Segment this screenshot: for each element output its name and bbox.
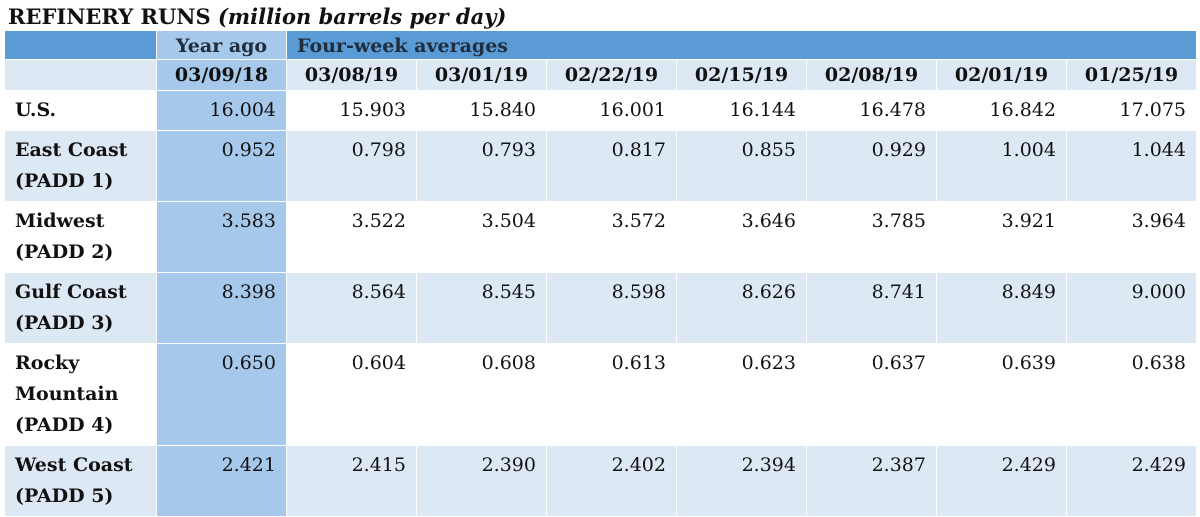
- header-date: 03/09/18: [156, 59, 287, 91]
- table-row: U.S. 16.004 15.903 15.840 16.001 16.144 16.478…: [4, 90, 1197, 131]
- value-cell: 17.075: [1066, 90, 1197, 131]
- value-cell: 8.564: [286, 272, 417, 344]
- value-cell: 2.429: [1066, 445, 1197, 517]
- value-cell: 2.394: [676, 445, 807, 517]
- year-ago-value: 0.650: [156, 343, 287, 446]
- value-cell: 1.004: [936, 130, 1067, 202]
- header-date: 02/08/19: [806, 59, 937, 91]
- row-label: West Coast (PADD 5): [4, 445, 157, 517]
- refinery-runs-table: Year ago Four-week averages 03/09/18 03/…: [4, 30, 1197, 517]
- table-row: East Coast (PADD 1) 0.952 0.798 0.793 0.817 0.…: [4, 130, 1197, 202]
- year-ago-value: 8.398: [156, 272, 287, 344]
- value-cell: 0.638: [1066, 343, 1197, 446]
- row-label-line: U.S.: [15, 99, 57, 121]
- header-date: 02/01/19: [936, 59, 1067, 91]
- year-ago-value: 16.004: [156, 90, 287, 131]
- row-label-line: West Coast: [15, 454, 133, 476]
- value-cell: 16.144: [676, 90, 807, 131]
- value-cell: 16.001: [546, 90, 677, 131]
- row-label-line: (PADD 3): [15, 312, 114, 334]
- header-date: 02/15/19: [676, 59, 807, 91]
- value-cell: 0.604: [286, 343, 417, 446]
- row-label-line: Rocky: [15, 352, 80, 374]
- header-date: 02/22/19: [546, 59, 677, 91]
- row-label-line: (PADD 2): [15, 241, 114, 263]
- value-cell: 8.545: [416, 272, 547, 344]
- header-date: 03/01/19: [416, 59, 547, 91]
- year-ago-value: 3.583: [156, 201, 287, 273]
- value-cell: 1.044: [1066, 130, 1197, 202]
- year-ago-value: 0.952: [156, 130, 287, 202]
- value-cell: 16.842: [936, 90, 1067, 131]
- value-cell: 15.840: [416, 90, 547, 131]
- value-cell: 0.608: [416, 343, 547, 446]
- row-label-line: Gulf Coast: [15, 281, 127, 303]
- table-row: Rocky Mountain (PADD 4) 0.650 0.604 0.608 0.61…: [4, 343, 1197, 446]
- row-label-line: (PADD 1): [15, 170, 114, 192]
- row-label: Rocky Mountain (PADD 4): [4, 343, 157, 446]
- header-date: 01/25/19: [1066, 59, 1197, 91]
- row-label-line: (PADD 5): [15, 485, 114, 507]
- header-date-corner: [4, 59, 157, 91]
- value-cell: 8.626: [676, 272, 807, 344]
- header-year-ago: Year ago: [156, 30, 287, 60]
- value-cell: 2.429: [936, 445, 1067, 517]
- value-cell: 0.793: [416, 130, 547, 202]
- header-row-groups: Year ago Four-week averages: [4, 30, 1197, 60]
- value-cell: 16.478: [806, 90, 937, 131]
- table-title: REFINERY RUNS (million barrels per day): [8, 4, 506, 29]
- value-cell: 8.598: [546, 272, 677, 344]
- value-cell: 2.415: [286, 445, 417, 517]
- value-cell: 2.387: [806, 445, 937, 517]
- row-label-line: East Coast: [15, 139, 128, 161]
- value-cell: 0.623: [676, 343, 807, 446]
- value-cell: 8.849: [936, 272, 1067, 344]
- value-cell: 2.402: [546, 445, 677, 517]
- header-date: 03/08/19: [286, 59, 417, 91]
- value-cell: 0.639: [936, 343, 1067, 446]
- row-label: Gulf Coast (PADD 3): [4, 272, 157, 344]
- value-cell: 0.929: [806, 130, 937, 202]
- header-row-dates: 03/09/18 03/08/19 03/01/19 02/22/19 02/1…: [4, 59, 1197, 91]
- value-cell: 0.798: [286, 130, 417, 202]
- header-four-week-averages: Four-week averages: [286, 30, 1197, 60]
- value-cell: 3.646: [676, 201, 807, 273]
- value-cell: 3.522: [286, 201, 417, 273]
- row-label-line: Midwest: [15, 210, 105, 232]
- row-label: East Coast (PADD 1): [4, 130, 157, 202]
- table-row: Midwest (PADD 2) 3.583 3.522 3.504 3.572 3.646…: [4, 201, 1197, 273]
- header-corner-cell: [4, 30, 157, 60]
- value-cell: 3.504: [416, 201, 547, 273]
- value-cell: 0.613: [546, 343, 677, 446]
- value-cell: 3.921: [936, 201, 1067, 273]
- value-cell: 15.903: [286, 90, 417, 131]
- value-cell: 3.785: [806, 201, 937, 273]
- value-cell: 2.390: [416, 445, 547, 517]
- title-main: REFINERY RUNS: [8, 4, 211, 29]
- value-cell: 0.855: [676, 130, 807, 202]
- value-cell: 8.741: [806, 272, 937, 344]
- value-cell: 9.000: [1066, 272, 1197, 344]
- row-label: U.S.: [4, 90, 157, 131]
- value-cell: 0.637: [806, 343, 937, 446]
- row-label: Midwest (PADD 2): [4, 201, 157, 273]
- table-row: West Coast (PADD 5) 2.421 2.415 2.390 2.402 2.…: [4, 445, 1197, 517]
- value-cell: 3.572: [546, 201, 677, 273]
- row-label-line: (PADD 4): [15, 414, 114, 436]
- value-cell: 3.964: [1066, 201, 1197, 273]
- value-cell: 0.817: [546, 130, 677, 202]
- year-ago-value: 2.421: [156, 445, 287, 517]
- row-label-line: Mountain: [15, 383, 119, 405]
- title-unit: (million barrels per day): [217, 4, 507, 29]
- table-row: Gulf Coast (PADD 3) 8.398 8.564 8.545 8.598 8.…: [4, 272, 1197, 344]
